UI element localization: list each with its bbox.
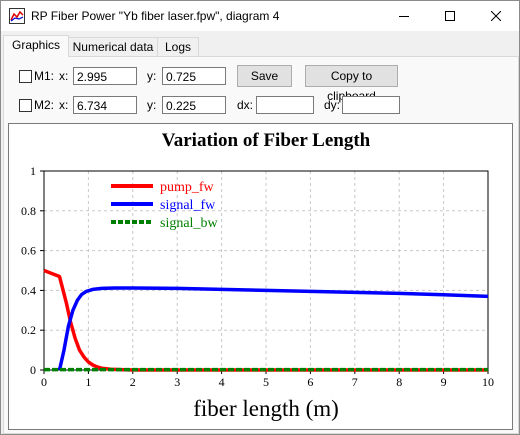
copy-to-clipboard-button[interactable]: Copy to clipboard [305, 65, 398, 103]
dx-label: dx: [237, 98, 254, 112]
x-tick-label: 8 [396, 375, 402, 389]
chart-title: Variation of Fiber Length [162, 130, 371, 151]
y-tick-label: 0.6 [21, 244, 36, 258]
x-tick-label: 6 [307, 375, 313, 389]
m1-y-field[interactable]: 0.725 [162, 67, 226, 85]
legend-label-pump-fw: pump_fw [160, 180, 215, 195]
close-icon [491, 11, 501, 21]
series-signal-fw-line [57, 286, 489, 371]
tab-logs[interactable]: Logs [157, 37, 199, 56]
close-button[interactable] [473, 1, 519, 31]
m2-x-field[interactable]: 6.734 [73, 96, 137, 114]
y-tick-label: 0.8 [21, 204, 36, 218]
m2-x-label: x: [59, 98, 69, 112]
dx-field[interactable] [256, 96, 314, 114]
x-tick-label: 0 [41, 375, 47, 389]
title-bar[interactable]: RP Fiber Power "Yb fiber laser.fpw", dia… [1, 1, 519, 31]
chart[interactable]: Variation of Fiber Length 0 1 2 3 4 5 6 7 8 9 10 0 0.… [9, 124, 512, 429]
m1-label: M1: [34, 69, 55, 83]
m1-x-field[interactable]: 2.995 [73, 67, 137, 85]
m1-x-label: x: [59, 69, 69, 83]
tab-graphics[interactable]: Graphics [3, 35, 69, 57]
y-tick-label: 0 [30, 363, 36, 377]
m2-label: M2: [34, 98, 55, 112]
x-tick-label: 5 [263, 375, 269, 389]
plot-area[interactable]: Variation of Fiber Length 0 1 2 3 4 5 6 7 8 9 10 0 0.… [8, 123, 513, 430]
m2-checkbox[interactable] [19, 99, 32, 112]
dy-label: dy: [324, 98, 341, 112]
x-tick-label: 4 [219, 375, 225, 389]
x-tick-label: 3 [174, 375, 180, 389]
x-tick-label: 10 [482, 375, 494, 389]
y-tick-label: 1 [30, 164, 36, 178]
minimize-icon [399, 16, 409, 17]
m2-y-field[interactable]: 0.225 [162, 96, 226, 114]
legend-label-signal-fw: signal_fw [160, 198, 216, 213]
m1-y-label: y: [147, 69, 157, 83]
app-icon [9, 8, 25, 24]
maximize-icon [445, 11, 455, 21]
tab-numerical-data[interactable]: Numerical data [68, 37, 158, 56]
m2-y-label: y: [147, 98, 157, 112]
m1-checkbox[interactable] [19, 70, 32, 83]
x-axis-label: fiber length (m) [193, 396, 339, 421]
tab-strip: Graphics Numerical data Logs [1, 35, 519, 57]
legend-label-signal-bw: signal_bw [160, 216, 218, 231]
x-tick-label: 7 [352, 375, 358, 389]
minimize-button[interactable] [381, 1, 427, 31]
maximize-button[interactable] [427, 1, 473, 31]
x-tick-label: 1 [85, 375, 91, 389]
save-button[interactable]: Save [237, 65, 292, 87]
x-tick-label: 2 [130, 375, 136, 389]
dy-field[interactable] [342, 96, 400, 114]
x-tick-label: 9 [441, 375, 447, 389]
y-tick-label: 0.2 [21, 323, 36, 337]
y-tick-label: 0.4 [21, 283, 36, 297]
window-title: RP Fiber Power "Yb fiber laser.fpw", dia… [31, 9, 280, 23]
